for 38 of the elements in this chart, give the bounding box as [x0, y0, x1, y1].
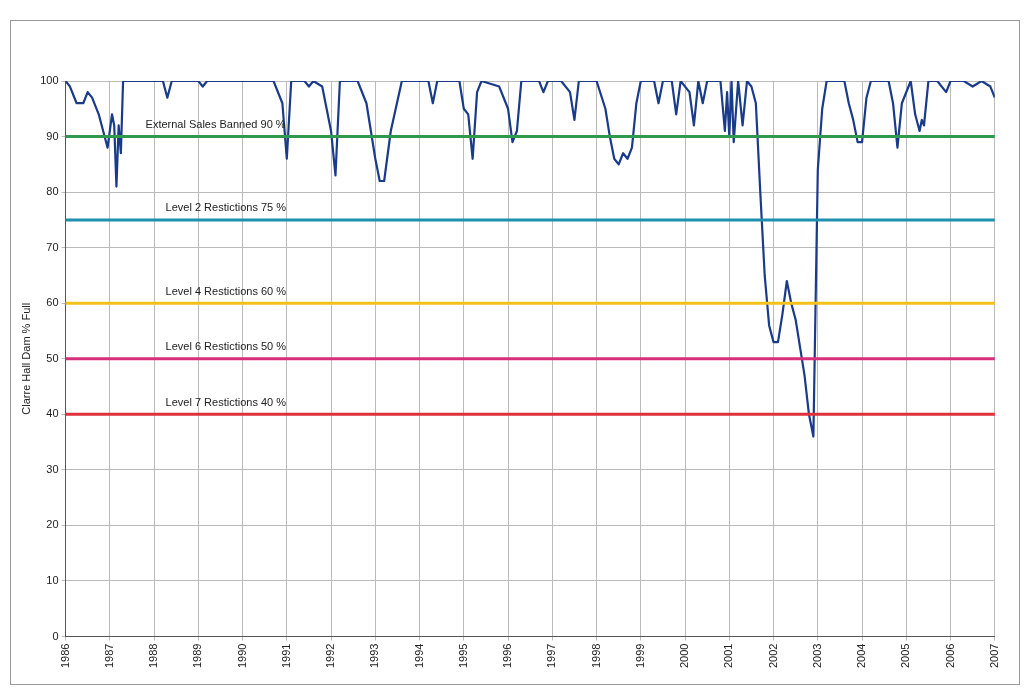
- x-tick-label: 1999: [633, 643, 646, 669]
- ref-line-label: Level 4 Restictions 60 %: [165, 284, 287, 297]
- ref-line-label: Level 7 Restictions 40 %: [165, 395, 287, 408]
- x-tick-label: 1997: [545, 643, 558, 669]
- y-tick-label: 10: [46, 574, 59, 587]
- x-tick-label: 1987: [102, 643, 115, 669]
- y-tick-label: 40: [46, 407, 59, 420]
- ref-line-label: Level 6 Restictions 50 %: [165, 340, 287, 353]
- x-tick-label: 2006: [943, 643, 956, 669]
- x-tick-label: 1988: [147, 643, 160, 669]
- x-tick-label: 1990: [235, 643, 248, 669]
- y-tick-label: 50: [46, 351, 59, 364]
- x-tick-label: 1994: [412, 643, 425, 669]
- x-tick-label: 1996: [501, 643, 514, 669]
- y-tick-label: 80: [46, 185, 59, 198]
- y-tick-label: 20: [46, 518, 59, 531]
- x-tick-label: 2007: [987, 643, 1000, 669]
- x-tick-label: 1993: [368, 643, 381, 669]
- x-tick-label: 2003: [810, 643, 823, 669]
- x-tick-label: 1992: [324, 643, 337, 669]
- y-tick-label: 30: [46, 462, 59, 475]
- y-tick-label: 60: [46, 296, 59, 309]
- x-tick-label: 2004: [855, 643, 868, 669]
- x-tick-label: 1995: [456, 643, 469, 669]
- x-tick-label: 2002: [766, 643, 779, 669]
- y-axis-title: Clarre Hall Dam % Full: [19, 302, 32, 415]
- x-tick-label: 1986: [58, 643, 71, 669]
- y-tick-label: 100: [40, 74, 59, 87]
- x-tick-label: 2005: [899, 643, 912, 669]
- y-tick-label: 0: [52, 629, 59, 642]
- ref-line-label: Level 2 Restictions 75 %: [165, 201, 287, 214]
- y-tick-label: 90: [46, 129, 59, 142]
- x-tick-label: 1998: [589, 643, 602, 669]
- x-tick-label: 1991: [279, 643, 292, 669]
- x-tick-label: 1989: [191, 643, 204, 669]
- y-tick-label: 70: [46, 240, 59, 253]
- x-tick-label: 2000: [678, 643, 691, 669]
- x-tick-label: 2001: [722, 643, 735, 669]
